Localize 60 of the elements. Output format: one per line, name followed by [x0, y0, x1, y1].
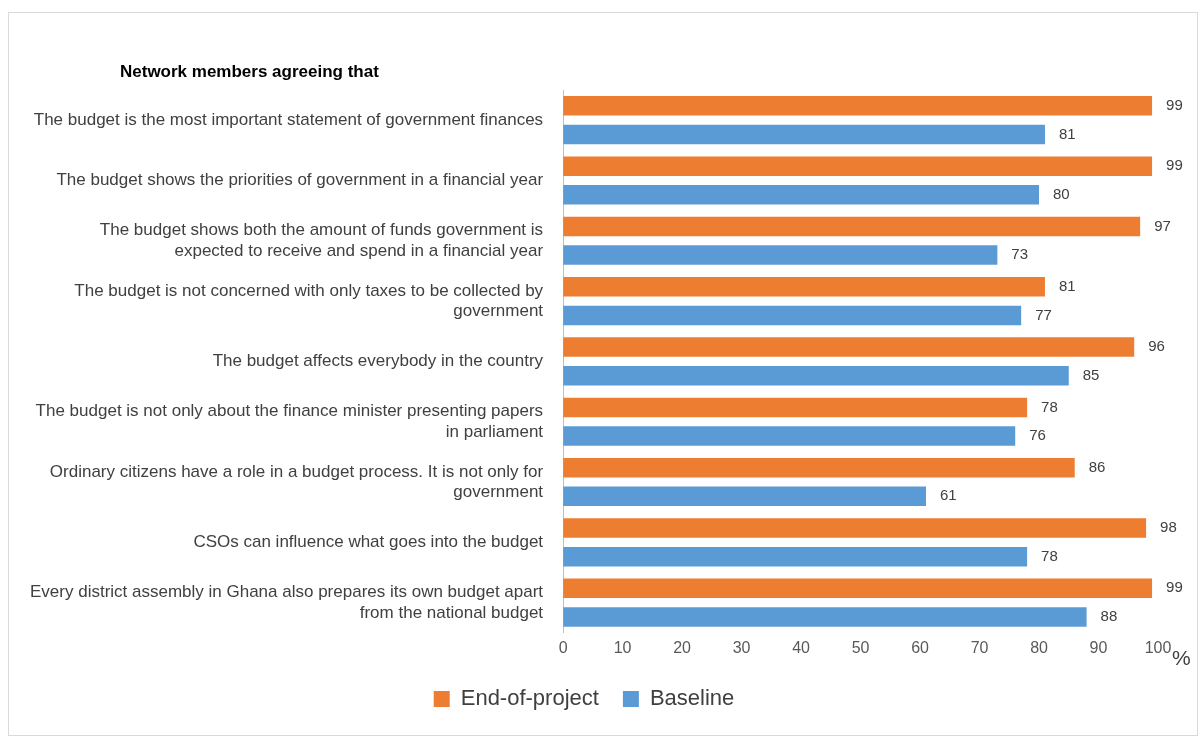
data-label: 86: [1088, 457, 1106, 475]
bar: [563, 578, 1153, 599]
bar: [563, 216, 1141, 237]
bar: [563, 305, 1022, 326]
x-tick-label: 0: [558, 638, 568, 656]
bar: [563, 546, 1028, 567]
bar: [563, 277, 1045, 297]
bar: [563, 457, 1075, 478]
data-label: 78: [1041, 546, 1058, 564]
data-label: 81: [1058, 124, 1076, 142]
bar: [563, 124, 1045, 145]
x-tick-label: 30: [732, 638, 751, 656]
x-tick-label: 50: [851, 638, 870, 656]
bar: [563, 337, 1135, 357]
y-tick-label: Ordinary citizens have a role in a budget process. It is not only for government: [49, 461, 544, 501]
data-label: 73: [1011, 245, 1029, 263]
x-tick-label: 20: [673, 638, 692, 656]
data-label: 77: [1035, 305, 1052, 323]
bar: [563, 397, 1028, 418]
y-tick-label: The budget is not only about the finance minister presenting papers in parliament: [35, 401, 544, 441]
bar: [563, 96, 1153, 116]
x-tick-label: 100: [1144, 638, 1172, 656]
y-tick-label: CSOs can influence what goes into the budget: [193, 532, 544, 552]
data-label: 96: [1148, 337, 1165, 355]
data-label: 78: [1041, 397, 1058, 415]
legend-label: Baseline: [649, 685, 735, 711]
data-label: 99: [1166, 578, 1183, 596]
x-tick-label: 60: [911, 638, 930, 656]
data-label: 97: [1154, 216, 1171, 234]
y-tick-label: The budget affects everybody in the country: [212, 351, 544, 371]
bar: [563, 518, 1147, 538]
data-label: 76: [1029, 426, 1046, 444]
bar: [563, 486, 926, 507]
bar: [563, 607, 1087, 627]
data-label: 88: [1100, 607, 1118, 625]
x-tick-label: 10: [613, 638, 632, 656]
bar: [563, 185, 1040, 205]
data-label: 99: [1166, 156, 1183, 174]
y-tick-label: Every district assembly in Ghana also prepares its own budget apart from the national budget: [29, 582, 544, 622]
data-label: 99: [1166, 95, 1183, 113]
data-label: 98: [1160, 518, 1177, 536]
x-tick-label: 70: [970, 638, 989, 656]
bar: [563, 156, 1153, 176]
y-tick-label: The budget shows both the amount of funds government is expected to receive and spend in a financial year: [99, 220, 544, 260]
bar: [563, 365, 1069, 386]
data-label: 80: [1053, 184, 1070, 202]
y-tick-label: The budget is not concerned with only taxes to be collected by government: [74, 280, 544, 320]
bar: [563, 245, 998, 265]
data-label: 61: [939, 486, 957, 504]
data-label: 81: [1058, 276, 1076, 294]
y-tick-label: The budget is the most important statement of government finances: [33, 109, 544, 129]
text: Network members agreeing that: [120, 62, 379, 82]
y-tick-label: The budget shows the priorities of government in a financial year: [56, 170, 544, 190]
data-label: 85: [1082, 365, 1100, 383]
x-tick-label: 80: [1030, 638, 1049, 656]
legend-label: End-of-project: [460, 685, 599, 711]
x-axis-title: %: [1172, 645, 1191, 669]
bar: [563, 426, 1016, 446]
x-tick-label: 40: [792, 638, 811, 656]
x-tick-label: 90: [1089, 638, 1108, 656]
